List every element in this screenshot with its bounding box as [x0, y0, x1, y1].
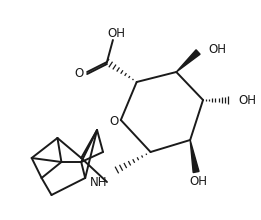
Text: O: O — [109, 114, 118, 128]
Text: OH: OH — [208, 42, 226, 55]
Text: O: O — [75, 66, 84, 79]
Text: OH: OH — [108, 26, 126, 40]
Polygon shape — [176, 50, 200, 72]
Text: OH: OH — [189, 174, 207, 187]
Text: NH: NH — [90, 176, 108, 189]
Polygon shape — [190, 140, 199, 172]
Text: OH: OH — [239, 94, 257, 106]
